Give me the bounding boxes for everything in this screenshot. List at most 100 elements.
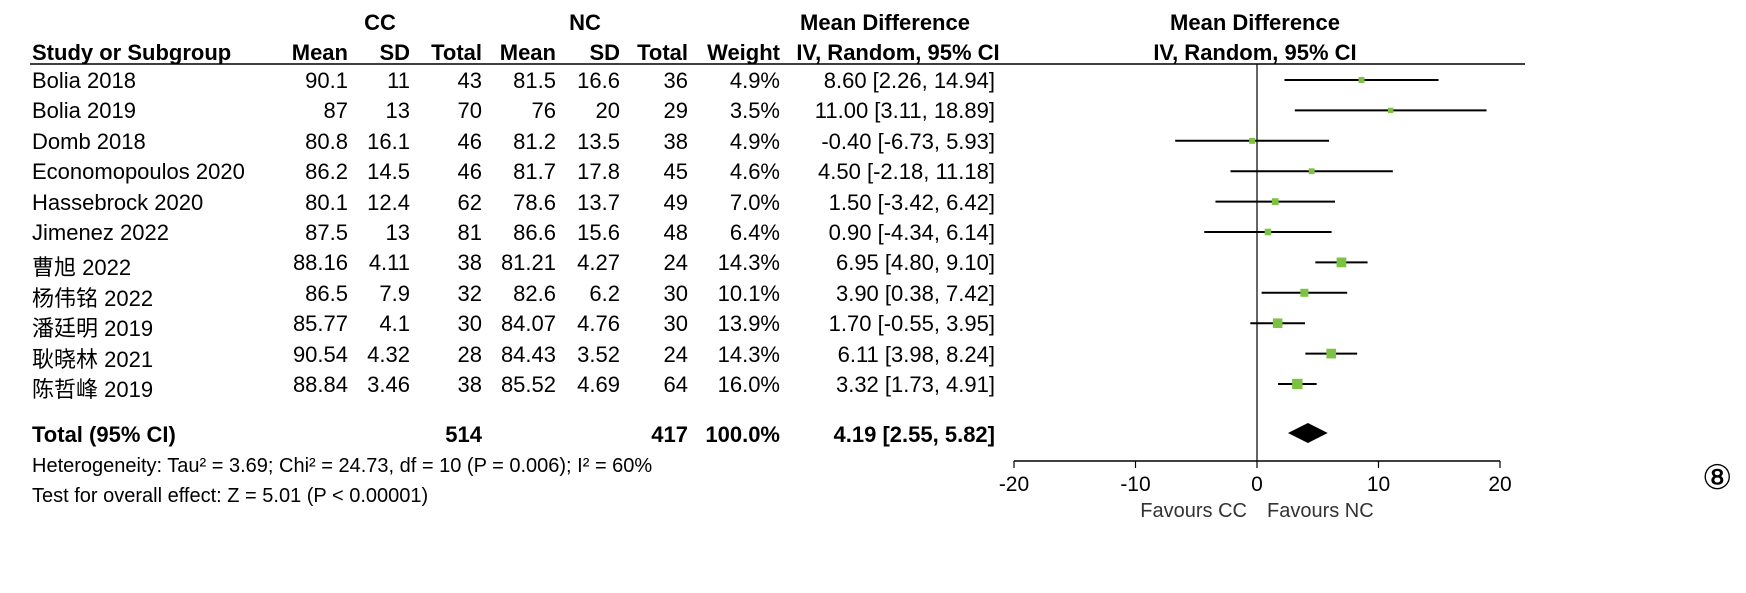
cc-sd: 4.1: [379, 311, 410, 337]
x-tick-label: -10: [1120, 473, 1150, 496]
cc-total: 43: [457, 68, 482, 93]
total-total1: 514: [445, 422, 482, 447]
col-study: Study or Subgroup: [32, 40, 232, 65]
col-mean1: Mean: [291, 40, 348, 65]
col-mean2: Mean: [499, 40, 556, 65]
md-ci: 4.50 [-2.18, 11.18]: [818, 159, 995, 185]
nc-sd: 20: [595, 98, 620, 124]
cc-total: 38: [457, 372, 482, 397]
cc-total: 38: [457, 250, 482, 276]
study-name: 陈哲峰 2019: [32, 377, 154, 402]
favours-left-label: Favours CC: [1140, 500, 1247, 522]
col-method: IV, Random, 95% CI: [796, 40, 1000, 65]
cc-total: 46: [457, 128, 482, 154]
study-name: 杨伟铭 2022: [32, 285, 154, 311]
nc-mean: 84.07: [500, 311, 556, 337]
nc-mean: 81.5: [513, 68, 556, 93]
weight: 7.0%: [729, 189, 780, 215]
nc-mean: 81.2: [513, 128, 556, 154]
nc-total: 49: [663, 189, 688, 215]
study-name: 曹旭 2022: [32, 255, 132, 281]
nc-sd: 15.6: [577, 220, 620, 245]
nc-sd: 6.2: [589, 280, 620, 306]
nc-mean: 85.52: [500, 372, 556, 397]
study-name: 潘廷明 2019: [32, 316, 154, 342]
col-total2: Total: [637, 40, 688, 65]
figure-number: ⑧: [1702, 459, 1733, 497]
nc-total: 30: [663, 280, 688, 306]
nc-total: 29: [663, 98, 688, 124]
cc-sd: 4.11: [368, 250, 410, 276]
cc-sd: 3.46: [367, 372, 410, 397]
cc-sd: 16.1: [367, 128, 410, 154]
total-ci: 4.19 [2.55, 5.82]: [833, 422, 995, 447]
effect-square: [1387, 107, 1394, 114]
study-name: Domb 2018: [32, 128, 146, 154]
nc-total: 24: [663, 250, 688, 276]
nc-mean: 76: [531, 98, 556, 124]
col-sd1: SD: [379, 40, 410, 65]
cc-mean: 80.1: [305, 189, 348, 215]
effect-square: [1358, 77, 1365, 83]
study-name: Jimenez 2022: [32, 220, 169, 245]
study-name: Hassebrock 2020: [32, 189, 204, 215]
effect-square: [1300, 288, 1309, 297]
cc-sd: 4.32: [367, 341, 410, 367]
weight: 4.9%: [729, 68, 780, 93]
md-ci: -0.40 [-6.73, 5.93]: [821, 128, 995, 154]
cc-total: 46: [457, 159, 482, 185]
group1-header: CC: [364, 10, 396, 35]
cc-mean: 87: [323, 98, 348, 124]
nc-total: 24: [663, 341, 688, 367]
cc-mean: 87.5: [305, 220, 348, 245]
nc-mean: 86.6: [513, 220, 556, 245]
cc-mean: 88.16: [292, 250, 348, 276]
nc-sd: 4.69: [577, 372, 620, 397]
cc-sd: 14.5: [367, 159, 410, 185]
nc-sd: 3.52: [577, 341, 620, 367]
weight: 3.5%: [729, 98, 780, 124]
favours-right-label: Favours NC: [1267, 500, 1374, 522]
group2-header: NC: [569, 10, 601, 35]
x-tick-label: 0: [1251, 473, 1263, 496]
cc-mean: 86.2: [305, 159, 348, 185]
total-total2: 417: [651, 422, 688, 447]
study-name: 耿晓林 2021: [32, 346, 154, 372]
col-method-plot: IV, Random, 95% CI: [1153, 40, 1357, 65]
nc-sd: 13.5: [577, 128, 620, 154]
md-ci: 0.90 [-4.34, 6.14]: [828, 220, 995, 245]
col-weight: Weight: [707, 40, 780, 65]
weight: 14.3%: [717, 341, 780, 367]
weight: 6.4%: [729, 220, 780, 245]
md-ci: 1.70 [-0.55, 3.95]: [828, 311, 995, 337]
nc-total: 38: [663, 128, 688, 154]
cc-sd: 12.4: [367, 189, 410, 215]
nc-total: 36: [663, 68, 688, 93]
effect-square: [1271, 198, 1279, 205]
md-ci: 1.50 [-3.42, 6.42]: [828, 189, 995, 215]
nc-sd: 17.8: [577, 159, 620, 185]
effect-square: [1326, 348, 1337, 359]
study-name: Bolia 2018: [32, 68, 136, 93]
nc-mean: 78.6: [513, 189, 556, 215]
weight: 10.1%: [717, 280, 780, 306]
nc-total: 48: [663, 220, 688, 245]
cc-sd: 7.9: [379, 280, 410, 306]
cc-total: 81: [457, 220, 482, 245]
cc-mean: 88.84: [292, 372, 348, 397]
heterogeneity-text: Heterogeneity: Tau² = 3.69; Chi² = 24.73…: [32, 455, 653, 477]
effect-square: [1272, 318, 1283, 328]
weight: 16.0%: [717, 372, 780, 397]
cc-mean: 85.77: [292, 311, 348, 337]
pooled-diamond: [1287, 423, 1328, 443]
cc-total: 28: [457, 341, 482, 367]
nc-mean: 81.21: [500, 250, 556, 276]
md-ci: 6.11 [3.98, 8.24]: [837, 341, 995, 367]
md-ci: 11.00 [3.11, 18.89]: [814, 98, 995, 124]
cc-sd: 13: [385, 220, 410, 245]
md-ci: 6.95 [4.80, 9.10]: [835, 250, 995, 276]
weight: 14.3%: [717, 250, 780, 276]
cc-total: 62: [457, 189, 482, 215]
x-tick-label: 10: [1367, 473, 1390, 496]
